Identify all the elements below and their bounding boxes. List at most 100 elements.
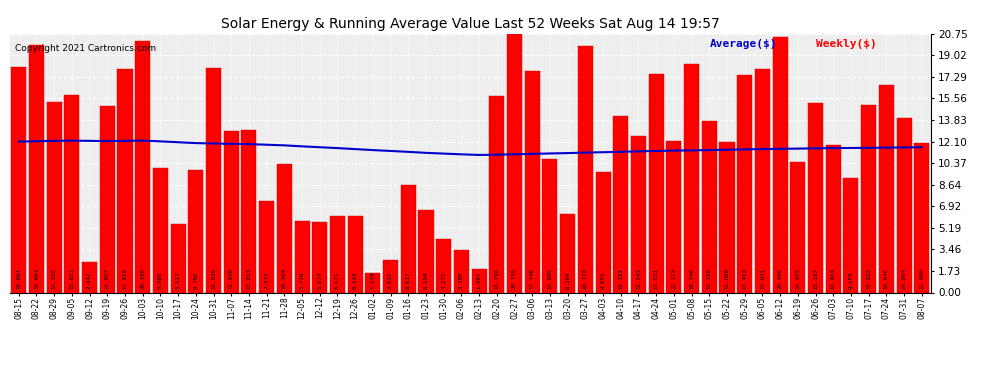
Bar bbox=[136, 40, 150, 292]
Text: 5.716: 5.716 bbox=[300, 271, 305, 289]
Bar bbox=[224, 130, 239, 292]
Text: 12.173: 12.173 bbox=[671, 268, 676, 289]
Text: Copyright 2021 Cartronics.com: Copyright 2021 Cartronics.com bbox=[15, 44, 155, 53]
Text: 10.455: 10.455 bbox=[795, 268, 800, 289]
Bar bbox=[11, 67, 27, 292]
Bar bbox=[419, 210, 434, 292]
Text: 6.594: 6.594 bbox=[424, 271, 429, 289]
Bar bbox=[401, 185, 416, 292]
Text: 15.285: 15.285 bbox=[51, 268, 56, 289]
Text: 13.766: 13.766 bbox=[707, 268, 712, 289]
Text: 11.814: 11.814 bbox=[831, 268, 836, 289]
Bar bbox=[914, 143, 930, 292]
Bar bbox=[294, 221, 310, 292]
Text: 15.022: 15.022 bbox=[866, 268, 871, 289]
Bar bbox=[82, 262, 97, 292]
Text: 15.853: 15.853 bbox=[69, 268, 74, 289]
Text: 2.622: 2.622 bbox=[388, 271, 393, 289]
Bar bbox=[631, 136, 646, 292]
Bar bbox=[702, 121, 717, 292]
Bar bbox=[596, 172, 611, 292]
Text: 18.081: 18.081 bbox=[16, 268, 21, 289]
Text: 4.277: 4.277 bbox=[442, 271, 446, 289]
Bar bbox=[64, 95, 79, 292]
Text: 6.143: 6.143 bbox=[352, 271, 357, 289]
Text: 9.651: 9.651 bbox=[601, 271, 606, 289]
Text: 1.579: 1.579 bbox=[370, 271, 375, 289]
Bar bbox=[578, 46, 593, 292]
Text: 9.159: 9.159 bbox=[848, 271, 853, 289]
Bar bbox=[437, 239, 451, 292]
Text: 14.181: 14.181 bbox=[618, 268, 624, 289]
Text: Average($): Average($) bbox=[710, 39, 777, 49]
Bar bbox=[897, 118, 912, 292]
Bar bbox=[29, 45, 44, 292]
Bar bbox=[47, 102, 61, 292]
Text: 7.377: 7.377 bbox=[264, 271, 269, 289]
Text: 15.187: 15.187 bbox=[813, 268, 818, 289]
Text: 12.978: 12.978 bbox=[229, 268, 234, 289]
Text: 13.013: 13.013 bbox=[247, 268, 251, 289]
Bar bbox=[772, 37, 788, 292]
Bar bbox=[170, 224, 186, 292]
Text: 10.695: 10.695 bbox=[547, 268, 552, 289]
Bar bbox=[790, 162, 805, 292]
Bar bbox=[453, 251, 469, 292]
Bar bbox=[720, 142, 735, 292]
Text: 1.901: 1.901 bbox=[476, 271, 481, 289]
Text: 18.346: 18.346 bbox=[689, 268, 694, 289]
Text: 6.171: 6.171 bbox=[335, 271, 340, 289]
Bar bbox=[365, 273, 380, 292]
Text: 3.380: 3.380 bbox=[459, 271, 464, 289]
Bar bbox=[808, 103, 823, 292]
Bar bbox=[312, 222, 328, 292]
Bar bbox=[843, 178, 858, 292]
Text: 14.004: 14.004 bbox=[902, 268, 907, 289]
Text: 15.792: 15.792 bbox=[494, 268, 499, 289]
Text: 20.745: 20.745 bbox=[512, 268, 517, 289]
Text: 19.772: 19.772 bbox=[583, 268, 588, 289]
Text: 5.674: 5.674 bbox=[317, 271, 323, 289]
Bar bbox=[383, 260, 398, 292]
Text: 12.543: 12.543 bbox=[636, 268, 641, 289]
Bar bbox=[543, 159, 557, 292]
Text: 17.521: 17.521 bbox=[653, 268, 658, 289]
Bar bbox=[259, 201, 274, 292]
Text: 18.039: 18.039 bbox=[211, 268, 216, 289]
Bar bbox=[100, 106, 115, 292]
Bar bbox=[738, 75, 752, 292]
Text: 6.304: 6.304 bbox=[565, 271, 570, 289]
Bar bbox=[666, 141, 681, 292]
Bar bbox=[613, 116, 629, 292]
Bar bbox=[347, 216, 362, 292]
Bar bbox=[525, 71, 540, 292]
Bar bbox=[188, 171, 203, 292]
Text: Weekly($): Weekly($) bbox=[816, 39, 876, 49]
Bar bbox=[684, 64, 699, 292]
Text: 9.786: 9.786 bbox=[193, 271, 198, 289]
Bar bbox=[152, 168, 168, 292]
Text: 17.918: 17.918 bbox=[123, 268, 128, 289]
Title: Solar Energy & Running Average Value Last 52 Weeks Sat Aug 14 19:57: Solar Energy & Running Average Value Las… bbox=[221, 17, 720, 31]
Bar bbox=[826, 145, 841, 292]
Bar bbox=[471, 269, 487, 292]
Text: 20.468: 20.468 bbox=[777, 268, 783, 289]
Text: 10.304: 10.304 bbox=[282, 268, 287, 289]
Text: 12.000: 12.000 bbox=[920, 268, 925, 289]
Bar bbox=[489, 96, 504, 292]
Bar bbox=[118, 69, 133, 292]
Text: 2.447: 2.447 bbox=[87, 271, 92, 289]
Bar bbox=[507, 34, 522, 292]
Text: 19.864: 19.864 bbox=[34, 268, 39, 289]
Text: 17.941: 17.941 bbox=[760, 268, 765, 289]
Text: 20.195: 20.195 bbox=[141, 268, 146, 289]
Text: 9.986: 9.986 bbox=[157, 271, 163, 289]
Bar bbox=[242, 130, 256, 292]
Text: 12.088: 12.088 bbox=[725, 268, 730, 289]
Text: 14.957: 14.957 bbox=[105, 268, 110, 289]
Bar bbox=[648, 74, 663, 292]
Bar bbox=[861, 105, 876, 292]
Bar bbox=[330, 216, 345, 292]
Bar bbox=[879, 85, 894, 292]
Text: 17.746: 17.746 bbox=[530, 268, 535, 289]
